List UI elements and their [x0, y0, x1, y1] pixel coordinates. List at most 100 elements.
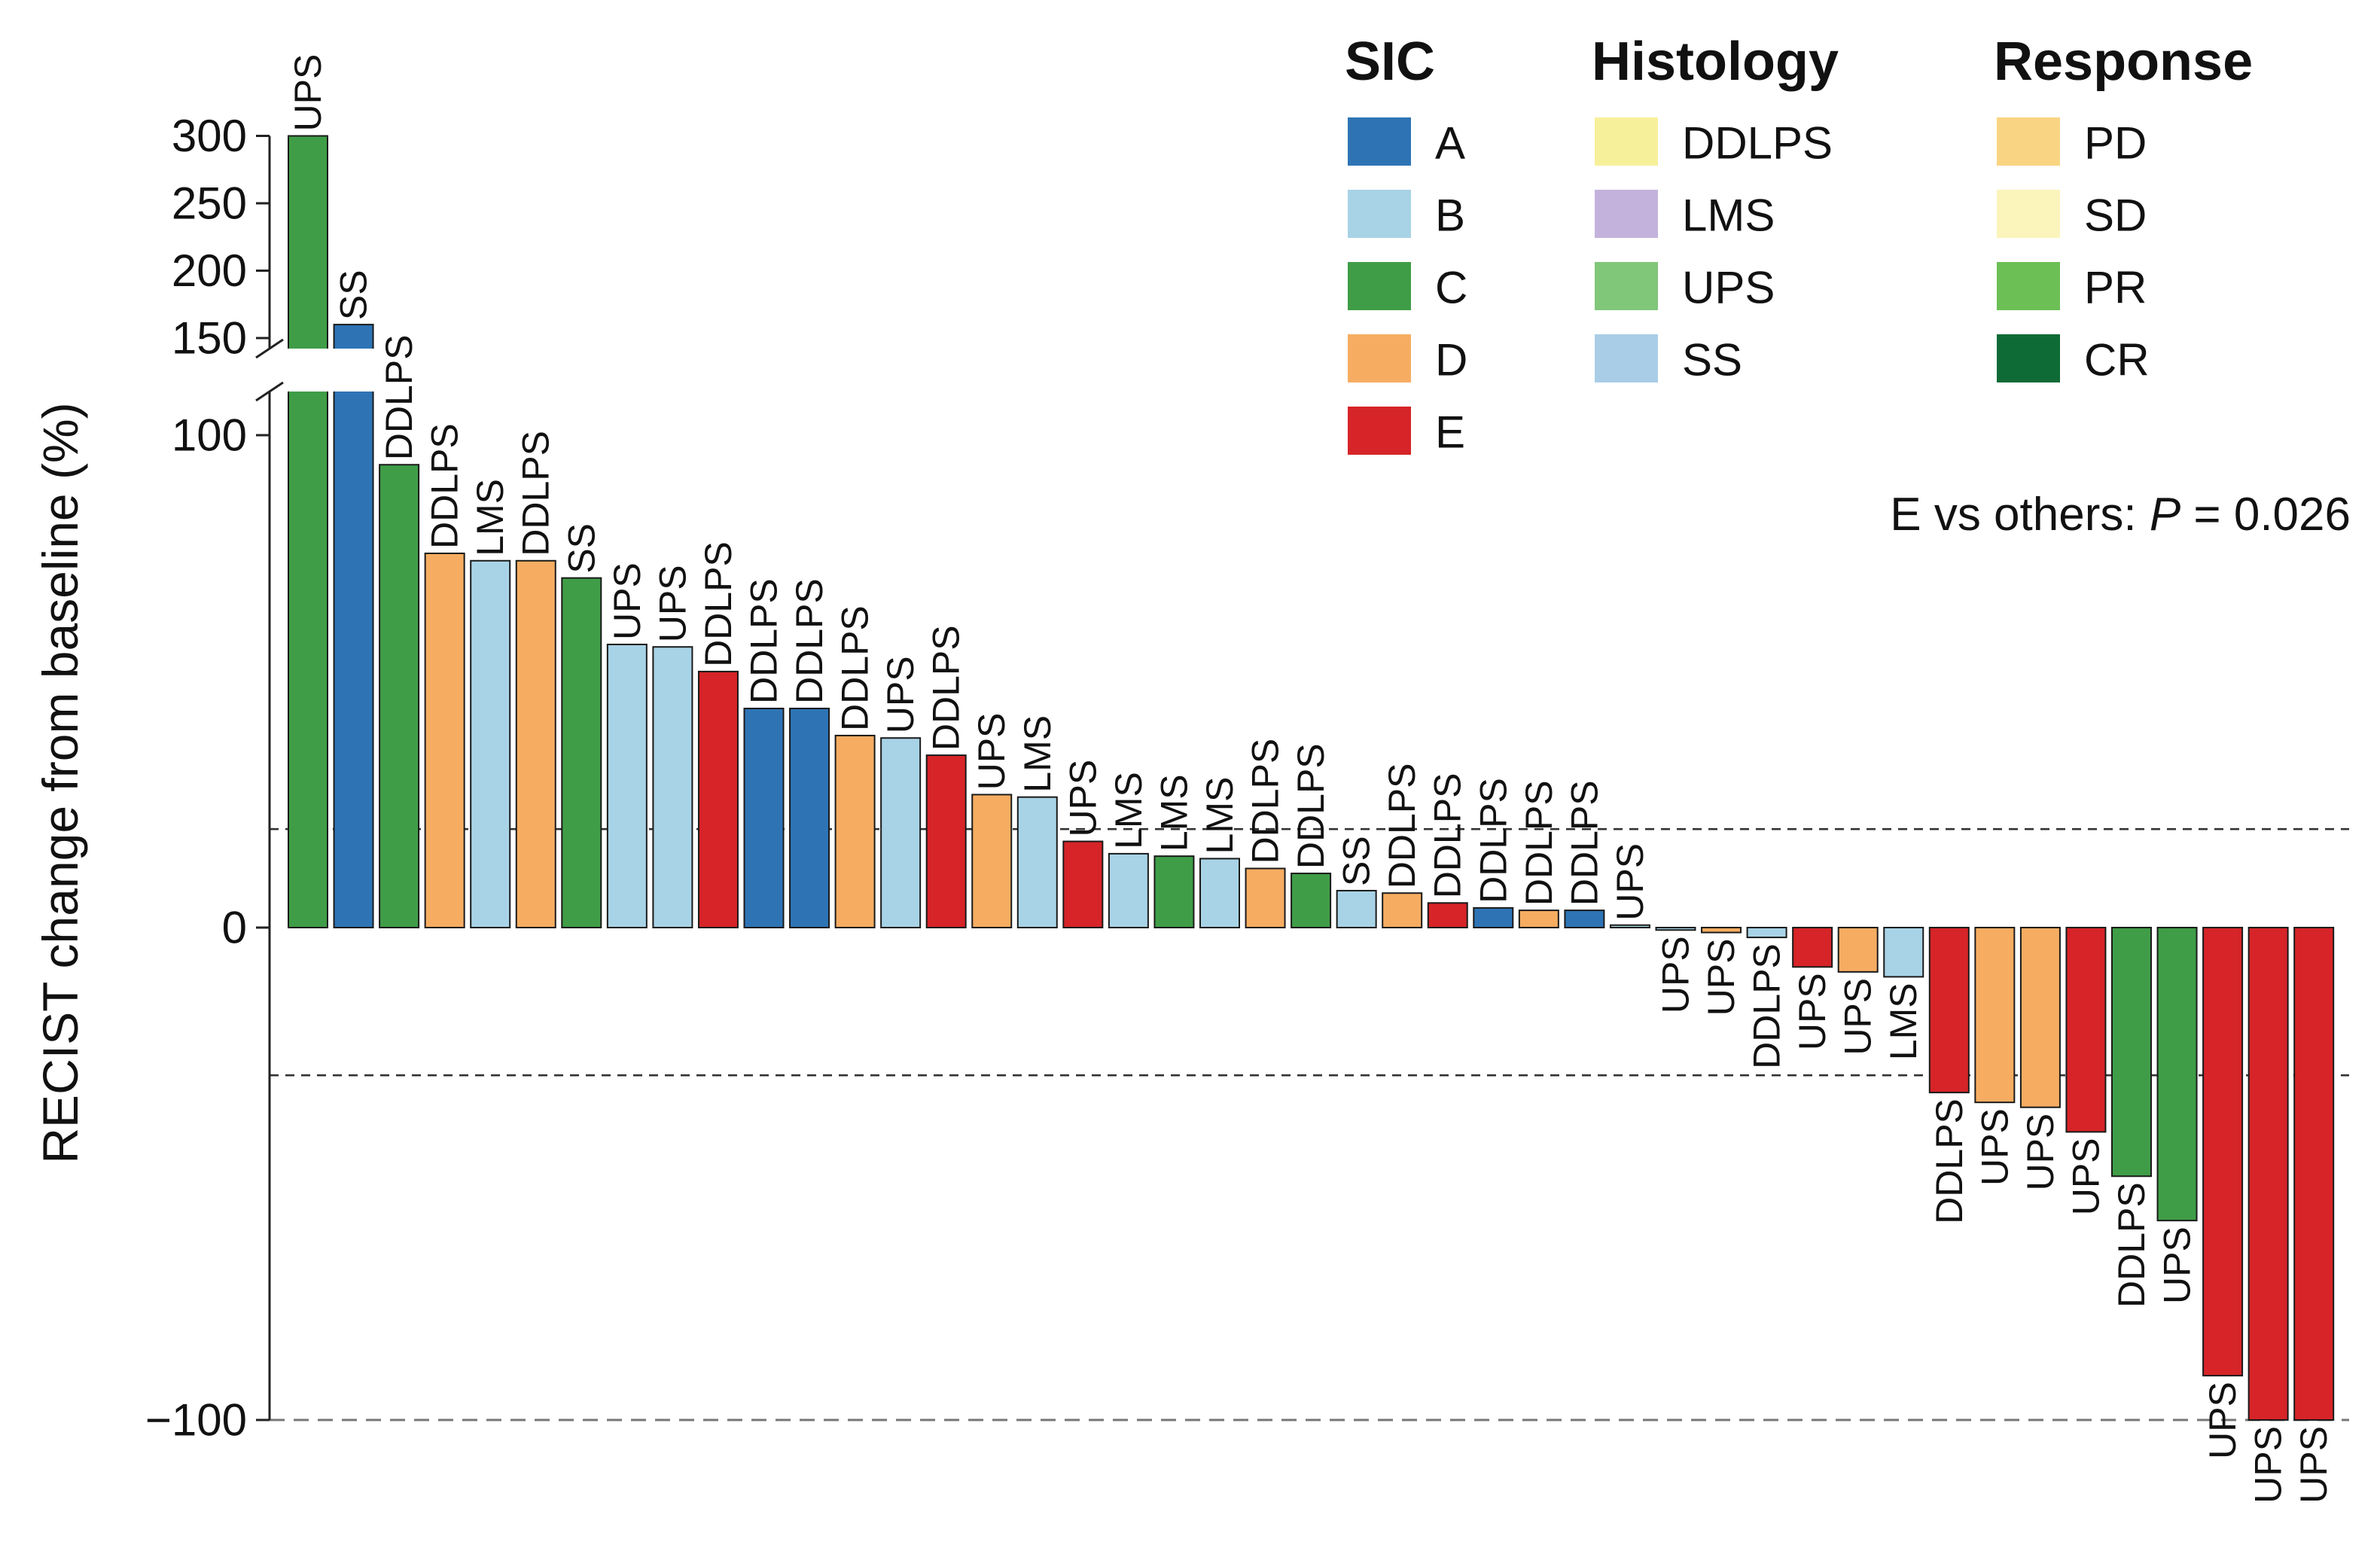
- y-axis: 150 200 250 300 −100 0 100: [145, 111, 284, 1446]
- bar-label: LMS: [1108, 772, 1150, 849]
- legend-label: SD: [2084, 190, 2147, 241]
- bar: [379, 464, 420, 928]
- bar-label: UPS: [606, 562, 648, 640]
- legend-swatch: [1348, 190, 1411, 238]
- bar: [1062, 840, 1104, 929]
- legend-swatch: [1997, 117, 2060, 166]
- bar-label: UPS: [1062, 760, 1104, 837]
- bar: [697, 670, 739, 928]
- legend-swatch: [1348, 262, 1411, 310]
- stat-annotation-suffix: = 0.026: [2180, 489, 2351, 541]
- legend-swatch: [1348, 407, 1411, 455]
- bar-label: LMS: [1153, 774, 1195, 852]
- bar: [1473, 906, 1514, 928]
- bar-label: DDLPS: [378, 335, 420, 461]
- bar-label: UPS: [879, 656, 922, 733]
- bar: [1837, 927, 1879, 973]
- legend-label: B: [1435, 190, 1465, 241]
- bar: [2202, 927, 2244, 1377]
- bar-label: UPS: [2156, 1226, 2199, 1304]
- bar: [2247, 927, 2289, 1421]
- bar: [424, 552, 465, 929]
- bar-label: DDLPS: [515, 431, 557, 556]
- reference-lines: [270, 827, 2349, 1421]
- bar-label: UPS: [1837, 978, 1879, 1056]
- legend-label: C: [1435, 263, 1467, 313]
- bar-label: LMS: [1016, 715, 1059, 793]
- bar: [1883, 927, 1924, 978]
- legend-label: CR: [2084, 335, 2150, 385]
- bar: [971, 794, 1013, 929]
- bar: [1199, 858, 1240, 928]
- bar-label: DDLPS: [697, 541, 739, 667]
- bar-label: DDLPS: [1518, 780, 1560, 906]
- bar-label: DDLPS: [1563, 780, 1605, 906]
- legend-swatch: [1997, 334, 2060, 382]
- bar-label: DDLPS: [925, 625, 968, 751]
- legend-swatch: [1595, 117, 1658, 166]
- bar: [1928, 927, 1970, 1094]
- legend-label: LMS: [1682, 190, 1775, 241]
- bar: [1518, 910, 1559, 928]
- bar: [1427, 902, 1468, 929]
- axis-break-mark: [255, 381, 284, 402]
- y-tick-label: 0: [222, 903, 247, 953]
- bar-label: LMS: [1199, 777, 1241, 855]
- legend-label: UPS: [1682, 263, 1775, 313]
- bar-label: UPS: [2293, 1426, 2335, 1504]
- bar: [1108, 852, 1149, 929]
- legend-label: DDLPS: [1682, 118, 1833, 169]
- bar-label: UPS: [287, 54, 329, 132]
- legend-swatch: [1348, 117, 1411, 166]
- bar: [1016, 796, 1058, 928]
- bar: [1974, 927, 2016, 1104]
- y-tick-label: 100: [172, 410, 247, 461]
- bar-label: UPS: [2065, 1138, 2107, 1215]
- bar-label: LMS: [469, 479, 511, 556]
- legend-swatch: [1348, 334, 1411, 382]
- bar: [1564, 910, 1605, 928]
- bar-label: UPS: [971, 713, 1013, 791]
- bar-label: DDLPS: [1290, 743, 1332, 869]
- bars-group: [254, 135, 2335, 1421]
- legend-label: PD: [2084, 118, 2147, 169]
- legend-label: E: [1435, 407, 1465, 458]
- bar-label: DDLPS: [424, 423, 466, 549]
- stat-annotation-p: P: [2150, 489, 2180, 541]
- stat-annotation-prefix: E vs others:: [1890, 489, 2150, 541]
- bar: [789, 707, 830, 928]
- bar: [1701, 927, 1742, 934]
- bar-label: UPS: [1791, 973, 1833, 1050]
- bar-label: DDLPS: [1746, 943, 1788, 1069]
- bar: [606, 643, 648, 928]
- bar: [1245, 867, 1286, 929]
- bar-label: DDLPS: [788, 578, 830, 704]
- bar-label: DDLPS: [743, 578, 785, 704]
- bar-label: DDLPS: [2110, 1182, 2153, 1308]
- bar-label: UPS: [2247, 1426, 2290, 1504]
- bar: [561, 577, 602, 928]
- legend-title: SIC: [1345, 32, 1435, 92]
- bar: [470, 559, 511, 929]
- bar: [2293, 927, 2335, 1421]
- y-tick-label: 250: [172, 178, 247, 229]
- bar-label: UPS: [2202, 1382, 2244, 1459]
- bar-label: UPS: [1655, 936, 1697, 1013]
- axis-break-gap: [254, 349, 398, 392]
- bar: [2156, 927, 2198, 1222]
- bar: [1746, 927, 1787, 939]
- bar-label: UPS: [1609, 843, 1651, 921]
- bar-label: SS: [333, 270, 375, 320]
- y-tick-label: 200: [172, 245, 247, 296]
- stat-annotation: E vs others: P = 0.026: [1890, 489, 2351, 541]
- bar-label: DDLPS: [1427, 773, 1469, 899]
- bar: [925, 754, 967, 928]
- legend-swatch: [1595, 190, 1658, 238]
- bar-label: SS: [1336, 836, 1378, 886]
- bar: [1382, 892, 1423, 928]
- bar-label: DDLPS: [1381, 763, 1423, 888]
- legend-swatch: [1997, 190, 2060, 238]
